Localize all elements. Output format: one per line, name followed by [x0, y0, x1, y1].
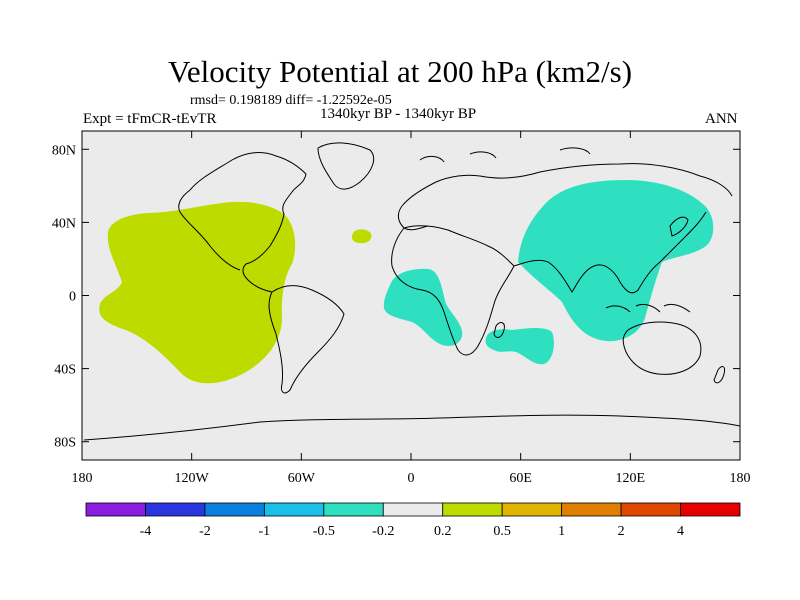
positive-contour-region-small	[351, 229, 372, 244]
lat-tick-label: 40N	[52, 216, 76, 231]
colorbar-swatch	[680, 502, 741, 517]
lon-tick-label: 60E	[509, 471, 532, 486]
negative-contour-region-africa	[383, 268, 463, 346]
lon-tick-label: 180	[72, 471, 93, 486]
colorbar-swatch	[501, 502, 563, 517]
colorbar-swatch	[263, 502, 325, 517]
colorbar-label: 4	[677, 524, 684, 539]
period-label: 1340kyr BP - 1340kyr BP	[320, 106, 477, 122]
colorbar-swatch	[382, 502, 444, 517]
lat-tick-label: 0	[69, 290, 76, 305]
lat-tick-label: 80N	[52, 143, 76, 158]
lon-tick-label: 180	[730, 471, 751, 486]
lon-tick-label: 120E	[616, 471, 646, 486]
positive-contour-region	[99, 201, 296, 384]
colorbar-label: -2	[199, 524, 211, 539]
colorbar: -4 -2 -1 -0.5 -0.2 0.2 0.5 1 2 4	[85, 502, 741, 539]
colorbar-label: -0.2	[372, 524, 394, 539]
colorbar-swatch	[561, 502, 622, 517]
colorbar-label: 0.2	[434, 524, 452, 539]
colorbar-label: -0.5	[313, 524, 335, 539]
colorbar-label: 0.5	[493, 524, 511, 539]
coastlines	[83, 142, 741, 441]
negative-contour-region-asia	[518, 180, 714, 342]
colorbar-swatch	[620, 502, 681, 517]
colorbar-label: -4	[140, 524, 152, 539]
lon-tick-label: 120W	[175, 471, 210, 486]
negative-contour-region-indian-ocean	[485, 328, 554, 365]
lon-tick-label: 60W	[288, 471, 316, 486]
stats-label: rmsd= 0.198189 diff= -1.22592e-05	[190, 93, 392, 108]
colorbar-swatch	[204, 502, 265, 517]
colorbar-label: 2	[618, 524, 625, 539]
colorbar-swatch	[145, 502, 206, 517]
lat-tick-label: 80S	[54, 436, 76, 451]
axis-tick-labels: 80N 40N 0 40S 80S 180 120W 60W 0 60E 120E 180	[52, 143, 751, 486]
lat-tick-label: 40S	[54, 363, 76, 378]
lon-tick-label: 0	[408, 471, 415, 486]
experiment-label: Expt = tFmCR-tEvTR	[83, 111, 217, 127]
colorbar-label: -1	[259, 524, 271, 539]
colorbar-swatch	[442, 502, 503, 517]
colorbar-swatch	[323, 502, 384, 517]
colorbar-swatch	[85, 502, 146, 517]
axis-ticks	[81, 131, 741, 460]
map-panel: 80N 40N 0 40S 80S 180 120W 60W 0 60E 120E 180	[52, 130, 751, 486]
season-label: ANN	[705, 111, 738, 127]
colorbar-label: 1	[558, 524, 565, 539]
plot-title: Velocity Potential at 200 hPa (km2/s)	[167, 54, 633, 89]
